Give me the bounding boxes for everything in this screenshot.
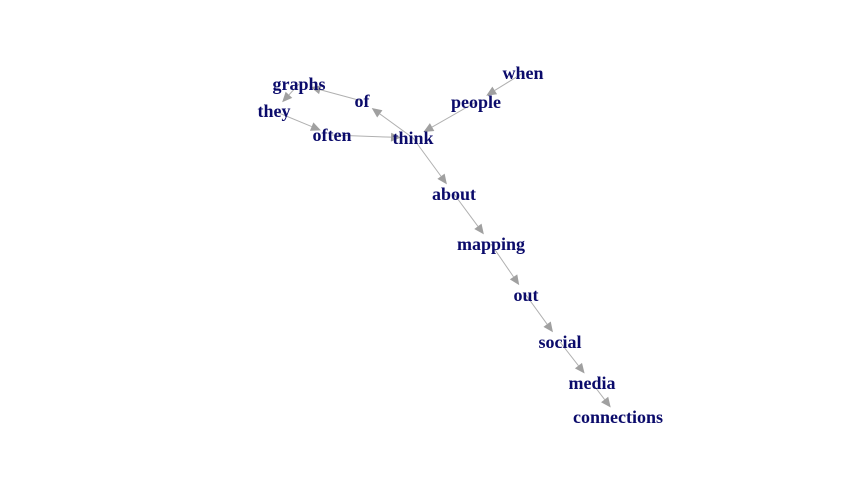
arrowhead-out-social (543, 321, 553, 333)
node-they: they (258, 101, 291, 121)
arrowhead-they-often (309, 122, 321, 131)
edge-when-people (494, 72, 524, 91)
node-of: of (355, 91, 371, 111)
arrowhead-mapping-out (509, 274, 520, 286)
node-connections: connections (573, 407, 663, 427)
arrowhead-about-mapping (474, 223, 484, 235)
arrowhead-when-people (486, 86, 498, 96)
node-when: when (502, 63, 543, 83)
edge-mapping-out (490, 243, 514, 278)
node-mapping: mapping (457, 234, 525, 254)
node-about: about (432, 184, 476, 204)
edge-they-often (273, 110, 312, 128)
arrowhead-think-of (371, 108, 383, 118)
node-social: social (539, 332, 582, 352)
arrowhead-of-graphs (310, 85, 322, 95)
arrowhead-graphs-they (282, 91, 293, 103)
edges-layer (273, 72, 611, 408)
edge-think-of (379, 113, 414, 139)
arrowhead-social-media (574, 362, 585, 374)
node-graphs: graphs (272, 74, 325, 94)
node-out: out (513, 285, 538, 305)
edge-graphs-they (288, 83, 300, 96)
arrowhead-often-think (390, 132, 402, 142)
edge-out-social (525, 294, 548, 325)
edge-media-connections (591, 382, 606, 400)
edge-people-think (431, 101, 477, 128)
node-think: think (392, 128, 433, 148)
arrowhead-media-connections (601, 396, 611, 408)
edge-about-mapping (453, 193, 479, 227)
edge-often-think (331, 134, 392, 138)
edge-of-graphs (320, 89, 363, 102)
arrowhead-people-think (423, 123, 435, 133)
edge-social-media (559, 341, 579, 366)
node-media: media (569, 373, 616, 393)
node-often: often (313, 125, 352, 145)
edge-think-about (412, 137, 442, 177)
node-people: people (451, 92, 501, 112)
arrowhead-think-about (437, 173, 447, 185)
